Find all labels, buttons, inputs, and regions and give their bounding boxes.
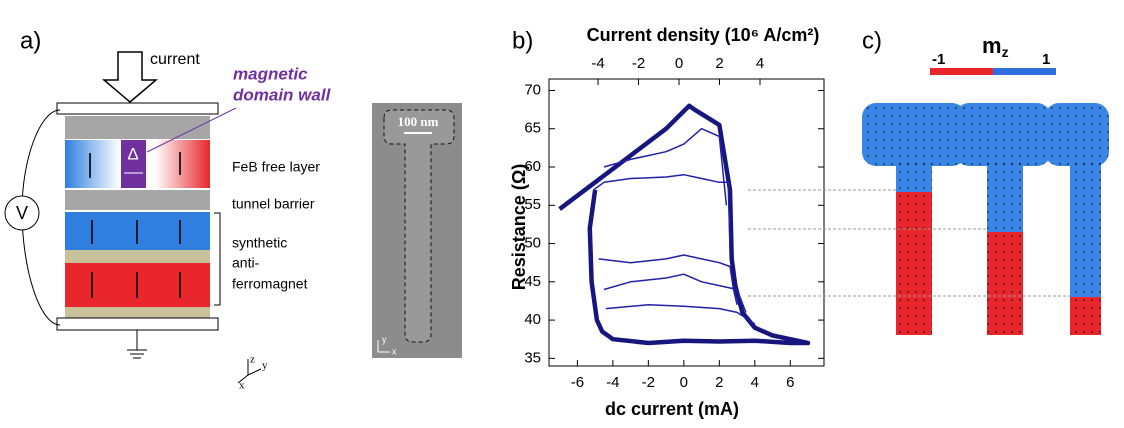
x2-tick-label: 0 — [675, 55, 683, 72]
current-label: current — [150, 51, 200, 68]
spacer — [65, 250, 210, 263]
panel-label: b) — [512, 27, 533, 54]
layer-label: ferromagnet — [232, 276, 308, 292]
bracket — [214, 212, 221, 306]
scale-bar-label: 100 nm — [398, 114, 439, 129]
voltmeter-label: V — [16, 203, 28, 223]
series-line — [605, 304, 756, 325]
voltmeter — [4, 195, 40, 231]
y-tick-label: 60 — [524, 158, 541, 175]
domain-wall — [121, 140, 146, 188]
wire-1 — [862, 103, 966, 335]
x2-tick-label: -4 — [591, 55, 604, 72]
y-tick-label: 45 — [524, 273, 541, 290]
tunnel-barrier — [65, 190, 210, 210]
wire-2 — [955, 103, 1051, 335]
layer-label: anti- — [232, 255, 260, 271]
x2-tick-label: 4 — [756, 55, 764, 72]
axis-letter: y — [382, 334, 387, 344]
cap-layer — [65, 116, 210, 139]
wall-pointer — [146, 107, 237, 153]
guide-lines — [748, 189, 1070, 297]
series-line — [598, 254, 738, 305]
mz-sub: z — [1002, 44, 1009, 60]
axis-letter: x — [392, 346, 397, 356]
wall-label: magnetic — [233, 64, 308, 83]
panel-b: b) Current density (10⁶ A/cm²) dc curren… — [509, 25, 825, 419]
series-line — [592, 173, 731, 244]
mz-main: m — [982, 33, 1002, 58]
colorbar-neg — [930, 68, 993, 75]
x-tick-label: -2 — [642, 374, 655, 391]
colorbar-max: 1 — [1042, 51, 1050, 68]
x-tick-label: 6 — [786, 374, 794, 391]
sem-axes — [377, 340, 390, 353]
panel-a: a) current Δ V magnetic domain wall FeB … — [4, 27, 462, 392]
y-tick-label: 35 — [524, 349, 541, 366]
axis-letter: y — [262, 360, 268, 372]
series-line — [603, 273, 747, 313]
y-tick-label: 50 — [524, 235, 541, 252]
ground — [127, 330, 147, 359]
mz-label: mz — [982, 33, 1009, 60]
layer-label: FeB free layer — [232, 159, 320, 175]
y-tick-label: 65 — [524, 120, 541, 137]
y-tick-label: 40 — [524, 311, 541, 328]
wire-3 — [1045, 103, 1109, 335]
delta-label: Δ — [127, 144, 138, 163]
colorbar-pos — [993, 68, 1056, 75]
x-tick-label: 0 — [680, 374, 688, 391]
axes-glyph — [237, 359, 262, 384]
x-tick-label: -4 — [606, 374, 619, 391]
layer-label: tunnel barrier — [232, 196, 315, 212]
x2-tick-label: -2 — [632, 55, 645, 72]
sem-outline — [383, 109, 455, 343]
x-tick-label: 2 — [715, 374, 723, 391]
y-axis-label: Resistance (Ω) — [509, 164, 529, 290]
x2-tick-label: 2 — [715, 55, 723, 72]
axis-letter: x — [239, 380, 245, 392]
plot-frame — [548, 78, 825, 367]
x-tick-label: 4 — [751, 374, 759, 391]
y-tick-label: 70 — [524, 81, 541, 98]
panel-c: c) mz -1 1 — [748, 27, 1109, 335]
colorbar-min: -1 — [932, 51, 945, 68]
axis-letter: z — [250, 354, 255, 366]
chart-title: Current density (10⁶ A/cm²) — [587, 25, 820, 45]
seed — [65, 307, 210, 318]
series-line — [603, 127, 728, 206]
top-electrode — [56, 102, 219, 115]
y-tick-label: 55 — [524, 196, 541, 213]
x-tick-label: -6 — [571, 374, 584, 391]
panel-label: c) — [862, 27, 882, 54]
current-arrow — [101, 51, 159, 103]
x-axis-label: dc current (mA) — [605, 399, 739, 419]
spin-arrows — [89, 152, 181, 298]
panel-label: a) — [20, 27, 41, 54]
layer-label: synthetic — [232, 235, 287, 251]
wall-label: domain wall — [233, 85, 332, 104]
series-line — [558, 103, 811, 346]
bottom-electrode — [56, 317, 219, 331]
